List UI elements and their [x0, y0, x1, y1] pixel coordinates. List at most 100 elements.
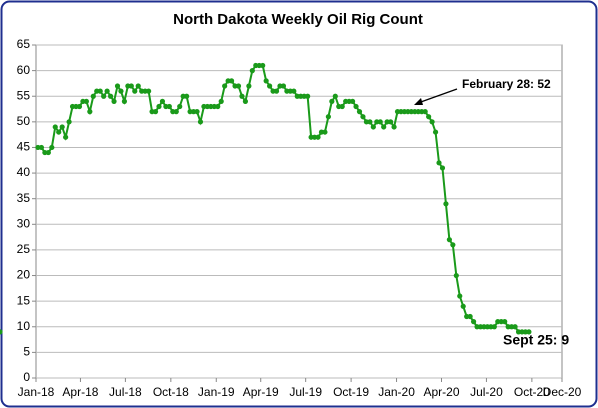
- y-tick-label: 35: [17, 191, 31, 205]
- data-point: [460, 303, 466, 309]
- data-point: [422, 109, 428, 115]
- data-point: [66, 119, 72, 125]
- data-point: [239, 93, 245, 99]
- data-point: [349, 98, 356, 104]
- y-tick-label: 40: [17, 165, 31, 179]
- data-point: [339, 103, 345, 110]
- data-point: [470, 319, 477, 325]
- data-point: [391, 124, 397, 130]
- data-point: [59, 124, 65, 130]
- y-tick-label: 30: [17, 216, 31, 230]
- data-point: [152, 109, 159, 115]
- data-point: [329, 98, 335, 104]
- x-tick-label: Apr-18: [62, 385, 98, 399]
- data-point: [56, 129, 62, 135]
- data-point: [128, 83, 134, 89]
- data-point: [228, 78, 235, 84]
- data-point: [45, 149, 51, 156]
- y-tick-label: 45: [17, 140, 31, 154]
- data-point: [246, 83, 252, 89]
- data-point: [249, 68, 255, 74]
- x-tick-label: Oct-18: [153, 385, 189, 399]
- data-point: [450, 242, 456, 248]
- data-point: [436, 160, 442, 166]
- data-point: [332, 93, 338, 99]
- x-tick-label: Jul-18: [109, 385, 142, 399]
- y-tick-label: 50: [17, 114, 31, 128]
- data-point: [263, 78, 269, 84]
- x-tick-label: Oct-19: [333, 385, 369, 399]
- data-point: [184, 93, 190, 99]
- y-tick-label: 0: [23, 370, 30, 384]
- data-point: [367, 119, 373, 125]
- data-point: [315, 134, 321, 140]
- data-point: [76, 103, 83, 110]
- data-point: [87, 109, 93, 115]
- data-point: [439, 165, 446, 171]
- data-point: [104, 88, 110, 94]
- data-point: [0, 329, 3, 335]
- data-point: [453, 272, 459, 279]
- data-point: [97, 88, 103, 94]
- data-point: [512, 324, 518, 330]
- data-point: [322, 129, 328, 135]
- data-point: [173, 109, 179, 115]
- y-tick-label: 65: [17, 37, 31, 51]
- data-point: [197, 119, 204, 125]
- data-point: [146, 88, 152, 94]
- y-tick-label: 15: [17, 293, 31, 307]
- annotation: Sept 25: 9: [503, 332, 569, 348]
- data-point: [166, 103, 172, 110]
- annotation: February 28: 52: [462, 77, 551, 91]
- data-point: [111, 98, 117, 104]
- data-point: [443, 201, 449, 207]
- data-point: [83, 98, 89, 104]
- data-point: [377, 119, 383, 125]
- data-point: [260, 62, 266, 69]
- x-tick-label: Dec-20: [543, 385, 582, 399]
- data-point: [305, 93, 311, 99]
- data-point: [194, 109, 200, 115]
- data-point: [526, 329, 532, 335]
- data-point: [63, 134, 69, 140]
- data-point: [280, 83, 287, 89]
- data-point: [159, 98, 166, 104]
- plot-area: 0 5 10 15 20 25 30 35 40 45 50 55 60 65 Jan-18 Apr-18 Ju…: [0, 37, 582, 399]
- x-tick-label: Apr-19: [243, 385, 279, 399]
- data-point: [215, 103, 221, 110]
- data-point: [429, 119, 435, 125]
- x-tick-label: Jan-20: [378, 385, 415, 399]
- data-point: [356, 109, 363, 115]
- annotation-arrowhead: [414, 98, 423, 105]
- data-point: [49, 144, 55, 151]
- data-point: [101, 93, 107, 99]
- data-point: [291, 88, 297, 94]
- data-point: [235, 83, 242, 89]
- annotation-arrow: [417, 88, 458, 104]
- data-point: [432, 129, 439, 135]
- data-point: [426, 114, 432, 120]
- x-tick-label: Jan-18: [18, 385, 55, 399]
- y-tick-label: 55: [17, 88, 31, 102]
- data-point: [353, 103, 359, 110]
- data-point: [222, 83, 228, 89]
- data-point: [107, 93, 114, 99]
- data-point: [118, 88, 124, 94]
- data-point: [491, 324, 497, 330]
- data-point: [267, 83, 273, 89]
- data-point: [132, 88, 138, 94]
- y-tick-label: 20: [17, 268, 31, 282]
- y-tick-label: 10: [17, 319, 31, 333]
- data-point: [156, 103, 162, 110]
- data-point: [388, 119, 394, 125]
- data-point: [502, 319, 508, 325]
- data-point: [38, 144, 45, 151]
- x-tick-label: Apr-20: [423, 385, 459, 399]
- chart-title: North Dakota Weekly Oil Rig Count: [173, 11, 423, 28]
- x-tick-label: Oct-20: [514, 385, 550, 399]
- data-point: [273, 88, 280, 94]
- x-tick-label: Jul-19: [289, 385, 322, 399]
- data-point: [52, 124, 58, 130]
